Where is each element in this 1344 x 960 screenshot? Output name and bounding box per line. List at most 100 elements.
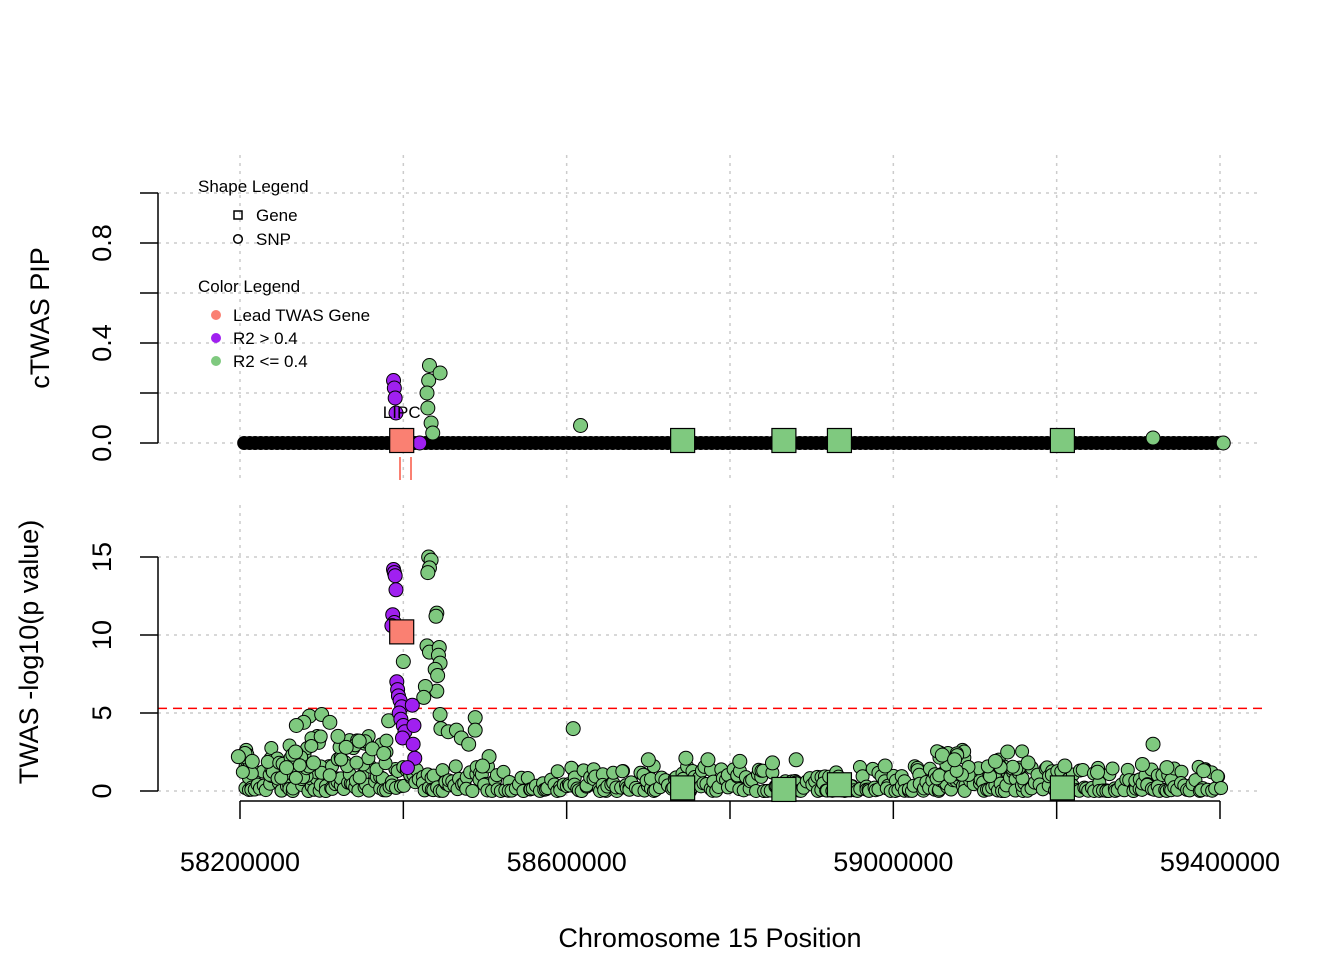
- twas-snp-point: [700, 752, 716, 768]
- twas-snp-point: [288, 744, 304, 760]
- twas-snp-point: [1105, 761, 1120, 776]
- pip-snp-point: [1215, 435, 1231, 451]
- shape-legend-snp: SNP: [256, 230, 291, 249]
- gene-shape-icon: [233, 210, 243, 220]
- x-axis: 58200000 58600000 59000000 59400000: [180, 800, 1280, 877]
- r2-high-swatch: [211, 333, 221, 343]
- pip-y-tick-label: 0.8: [87, 224, 117, 262]
- twas-snp-point: [678, 750, 694, 766]
- twas-snp-point-high-ld: [388, 582, 404, 598]
- color-legend-r2-high: R2 > 0.4: [233, 329, 298, 348]
- pip-points: [237, 358, 1231, 480]
- twas-snp-point: [416, 689, 432, 705]
- twas-snp-point: [788, 752, 804, 768]
- twas-snp-point: [1159, 760, 1175, 776]
- twas-snp-point: [987, 753, 1003, 769]
- twas-snp-point: [330, 728, 346, 744]
- color-legend-r2-low: R2 <= 0.4: [233, 352, 308, 371]
- twas-snp-point: [379, 733, 394, 748]
- twas-snp-point: [465, 783, 480, 798]
- twas-snp-point: [1000, 744, 1016, 760]
- twas-snp-point-high-ld: [406, 717, 422, 733]
- twas-snp-point: [467, 710, 483, 726]
- pip-snp-point: [419, 385, 435, 401]
- pip-gene-square: [389, 427, 415, 454]
- twas-snp-point-high-ld: [387, 568, 403, 584]
- twas-snp-point: [292, 758, 307, 773]
- twas-snp-point: [1015, 744, 1030, 759]
- x-axis-title: Chromosome 15 Position: [558, 923, 861, 953]
- twas-snp-point: [565, 721, 581, 737]
- twas-snp-point: [279, 760, 295, 776]
- pip-y-tick-label: 0.4: [87, 324, 117, 362]
- twas-snp-point: [467, 722, 483, 738]
- twas-y-tick-label: 0: [87, 783, 117, 798]
- twas-snp-point: [1196, 763, 1212, 779]
- color-legend-lead-twas-gene: Lead TWAS Gene: [233, 306, 370, 325]
- gene-label-lipc: LIPC: [383, 403, 421, 422]
- twas-snp-point: [475, 758, 491, 774]
- color-legend-title: Color Legend: [198, 277, 300, 296]
- x-tick-label: 58600000: [507, 847, 627, 877]
- twas-snp-point: [1005, 759, 1020, 774]
- twas-snp-point: [313, 729, 328, 744]
- pip-y-axis: 0.0 0.4 0.8: [87, 192, 159, 462]
- twas-y-tick-label: 10: [87, 620, 117, 650]
- twas-snp-point: [288, 770, 303, 785]
- twas-snp-point: [304, 738, 319, 753]
- twas-snp-point: [615, 764, 630, 779]
- pip-snp-point: [425, 425, 441, 441]
- twas-snp-point: [322, 768, 337, 783]
- twas-snp-point: [428, 608, 444, 624]
- twas-snp-point: [352, 770, 367, 785]
- twas-snp-point: [1020, 755, 1036, 771]
- twas-snp-point: [395, 654, 411, 670]
- twas-gene-square: [771, 776, 797, 803]
- twas-snp-point: [334, 752, 349, 767]
- twas-snp-point: [430, 668, 446, 684]
- x-tick-label: 59400000: [1160, 847, 1280, 877]
- twas-snp-point: [1210, 769, 1225, 784]
- r2-low-swatch: [211, 356, 221, 366]
- twas-snp-point: [264, 740, 279, 755]
- pip-snp-point: [421, 358, 437, 373]
- twas-snp-point: [640, 752, 656, 768]
- pip-snp-point: [432, 365, 448, 381]
- twas-snp-point: [461, 736, 477, 752]
- x-tick-label: 59000000: [833, 847, 953, 877]
- pip-snp-point: [388, 405, 404, 421]
- twas-gene-square: [389, 619, 415, 645]
- pip-gene-square: [826, 427, 853, 454]
- shape-legend-gene: Gene: [256, 206, 298, 225]
- shape-legend-title: Shape Legend: [198, 177, 309, 196]
- snp-shape-icon: [232, 233, 244, 245]
- twas-gene-square: [1049, 775, 1075, 801]
- twas-snp-point: [420, 565, 436, 581]
- twas-snp-point: [1057, 758, 1073, 774]
- pip-snp-point: [387, 390, 403, 406]
- x-tick-label: 58200000: [180, 847, 300, 877]
- twas-snp-point: [550, 764, 565, 779]
- twas-snp-point: [244, 753, 260, 769]
- pip-snp-point: [573, 418, 589, 433]
- pip-snp-point: [412, 435, 428, 451]
- twas-snp-point: [877, 758, 893, 774]
- twas-snp-point-high-ld: [405, 736, 421, 752]
- twas-snp-point-high-ld: [404, 697, 420, 713]
- twas-snp-point-high-ld: [399, 760, 415, 776]
- pip-gene-square: [771, 427, 797, 454]
- twas-y-axis: 0 5 10 15: [87, 542, 159, 799]
- legend: Shape Legend Gene SNP Color Legend Lead …: [198, 177, 370, 371]
- twas-snp-point: [338, 739, 354, 755]
- twas-y-tick-label: 5: [87, 705, 117, 720]
- twas-snp-point: [349, 755, 364, 770]
- twas-snp-point: [764, 755, 780, 771]
- pip-gene-square: [670, 427, 696, 454]
- twas-gene-square: [670, 775, 696, 801]
- lead-twas-gene-swatch: [211, 310, 221, 320]
- twas-points: [230, 549, 1229, 803]
- twas-snp-point: [448, 759, 463, 774]
- twas-snp-point: [322, 714, 338, 730]
